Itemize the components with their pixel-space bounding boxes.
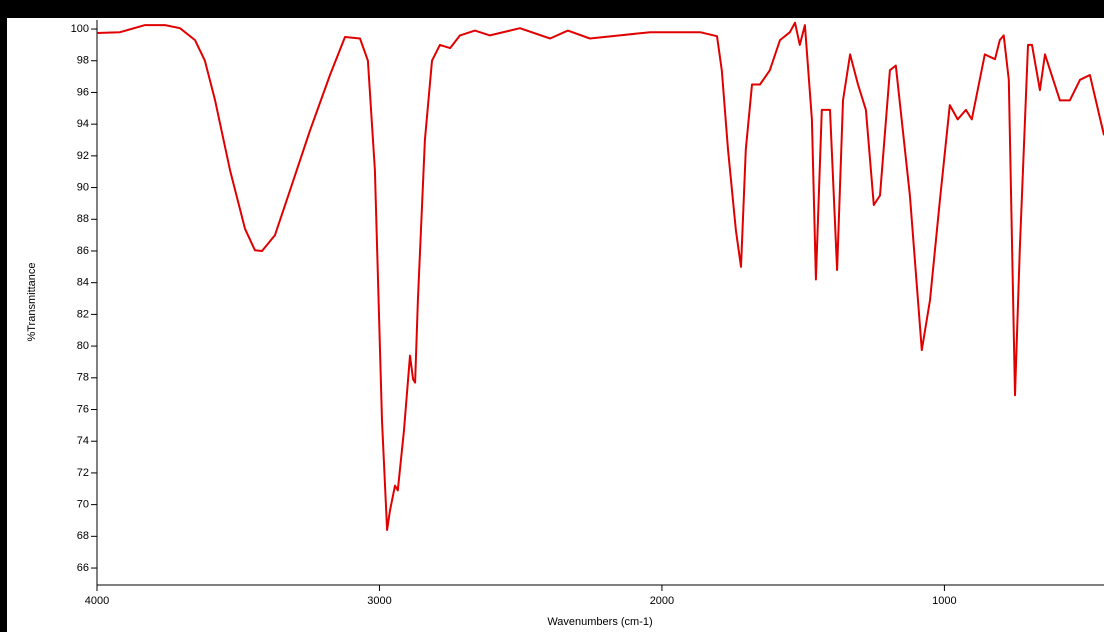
y-tick-label: 70 — [77, 499, 89, 511]
x-tick-label: 2000 — [650, 595, 674, 607]
frame-left — [0, 0, 7, 632]
y-tick-label: 76 — [77, 403, 89, 415]
spectrum-line — [96, 21, 1104, 531]
y-tick-label: 68 — [77, 530, 89, 542]
y-tick-label: 94 — [77, 118, 89, 130]
y-tick-label: 86 — [77, 245, 89, 257]
y-tick-label: 84 — [77, 277, 89, 289]
y-axis-label: %Transmittance — [26, 262, 38, 341]
y-tick-label: 98 — [77, 55, 89, 67]
x-tick-label: 1000 — [932, 595, 956, 607]
y-tick-label: 82 — [77, 308, 89, 320]
y-tick-label: 90 — [77, 181, 89, 193]
y-tick-label: 78 — [77, 372, 89, 384]
x-tick-label: 3000 — [367, 595, 391, 607]
y-tick-label: 88 — [77, 213, 89, 225]
y-tick-label: 74 — [77, 435, 89, 447]
y-tick-label: 80 — [77, 340, 89, 352]
y-tick-label: 100 — [71, 23, 89, 35]
x-axis-label: Wavenumbers (cm-1) — [547, 616, 652, 628]
frame-top — [0, 0, 1104, 18]
y-tick-label: 66 — [77, 562, 89, 574]
y-tick-label: 92 — [77, 150, 89, 162]
y-tick-label: 72 — [77, 467, 89, 479]
x-tick-label: 4000 — [85, 595, 109, 607]
y-tick-label: 96 — [77, 86, 89, 98]
